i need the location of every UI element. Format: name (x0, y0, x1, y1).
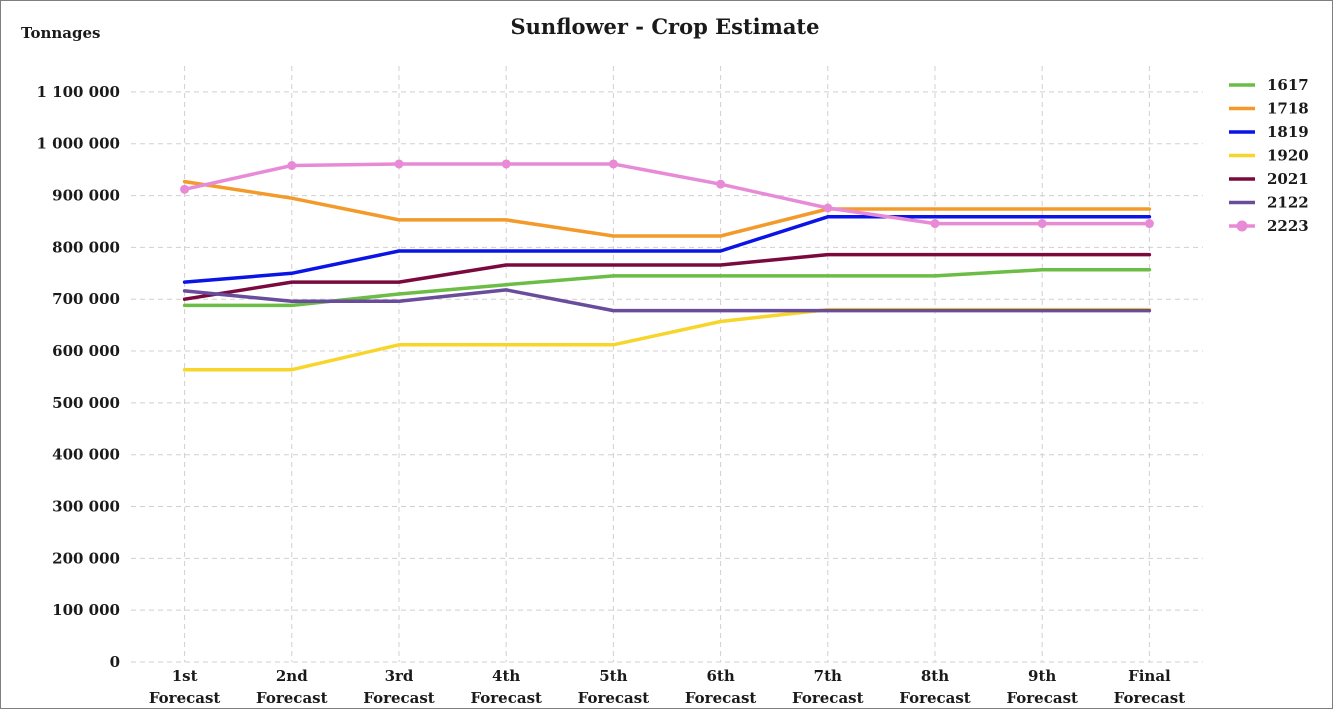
y-tick-label: 200 000 (52, 549, 120, 567)
series-line-2122 (182, 288, 1152, 313)
series-point-2223 (501, 159, 511, 169)
x-tick-label: 9th Forecast (1006, 667, 1078, 707)
series-line-2223 (182, 162, 1152, 226)
chart-title: Sunflower - Crop Estimate (511, 14, 820, 39)
y-tick-label: 300 000 (52, 498, 120, 516)
y-tick-label: 100 000 (52, 601, 120, 619)
x-tick-label: 7th Forecast (792, 667, 864, 707)
y-tick-label: 800 000 (52, 238, 120, 256)
series-line-1819 (182, 215, 1152, 284)
x-tick-label: 8th Forecast (899, 667, 971, 707)
legend-label-1819: 1819 (1267, 123, 1309, 141)
y-axis-ticks: 0 100 000 200 000 300 000 400 000 500 000 600 … (36, 83, 120, 671)
legend-label-1617: 1617 (1267, 76, 1309, 94)
legend: 1617 1718 1819 1920 2021 2122 2223 (1229, 76, 1309, 235)
x-tick-label: 5th Forecast (578, 667, 650, 707)
legend-label-1920: 1920 (1267, 147, 1309, 165)
series-point-2223 (1037, 219, 1047, 229)
series-point-2223 (716, 179, 726, 189)
x-tick-label: 4th Forecast (470, 667, 542, 707)
y-tick-label: 1 000 000 (36, 135, 120, 153)
series-line-1718 (182, 179, 1152, 238)
x-tick-label: 2nd Forecast (256, 667, 328, 707)
legend-label-2122: 2122 (1267, 194, 1309, 212)
series-point-2223 (930, 219, 940, 229)
legend-marker-2223 (1236, 220, 1248, 232)
x-tick-label: 3rd Forecast (363, 667, 435, 707)
y-tick-label: 700 000 (52, 290, 120, 308)
y-tick-label: 900 000 (52, 187, 120, 205)
grid-lines (131, 66, 1203, 663)
series-point-2223 (608, 159, 618, 169)
legend-label-1718: 1718 (1267, 100, 1309, 118)
y-tick-label: 600 000 (52, 342, 120, 360)
series-point-2223 (1144, 219, 1154, 229)
series-line-2021 (182, 252, 1152, 301)
x-tick-label: 1st Forecast (149, 667, 221, 707)
series-point-2223 (180, 184, 190, 194)
x-tick-label: 6th Forecast (685, 667, 757, 707)
series-point-2223 (394, 159, 404, 169)
legend-label-2223: 2223 (1267, 217, 1309, 235)
x-axis-ticks: 1st Forecast 2nd Forecast 3rd Forecast 4th Fore… (149, 667, 1185, 707)
y-tick-label: 400 000 (52, 446, 120, 464)
legend-label-2021: 2021 (1267, 170, 1309, 188)
series-line-1920 (182, 307, 1152, 372)
series-point-2223 (823, 203, 833, 213)
series-point-2223 (287, 161, 297, 171)
y-tick-label: 0 (110, 653, 120, 671)
y-tick-label: 500 000 (52, 394, 120, 412)
series-lines (180, 159, 1154, 372)
x-tick-label: Final Forecast (1114, 667, 1186, 707)
y-tick-label: 1 100 000 (36, 83, 120, 101)
y-axis-label: Tonnages (21, 24, 100, 42)
